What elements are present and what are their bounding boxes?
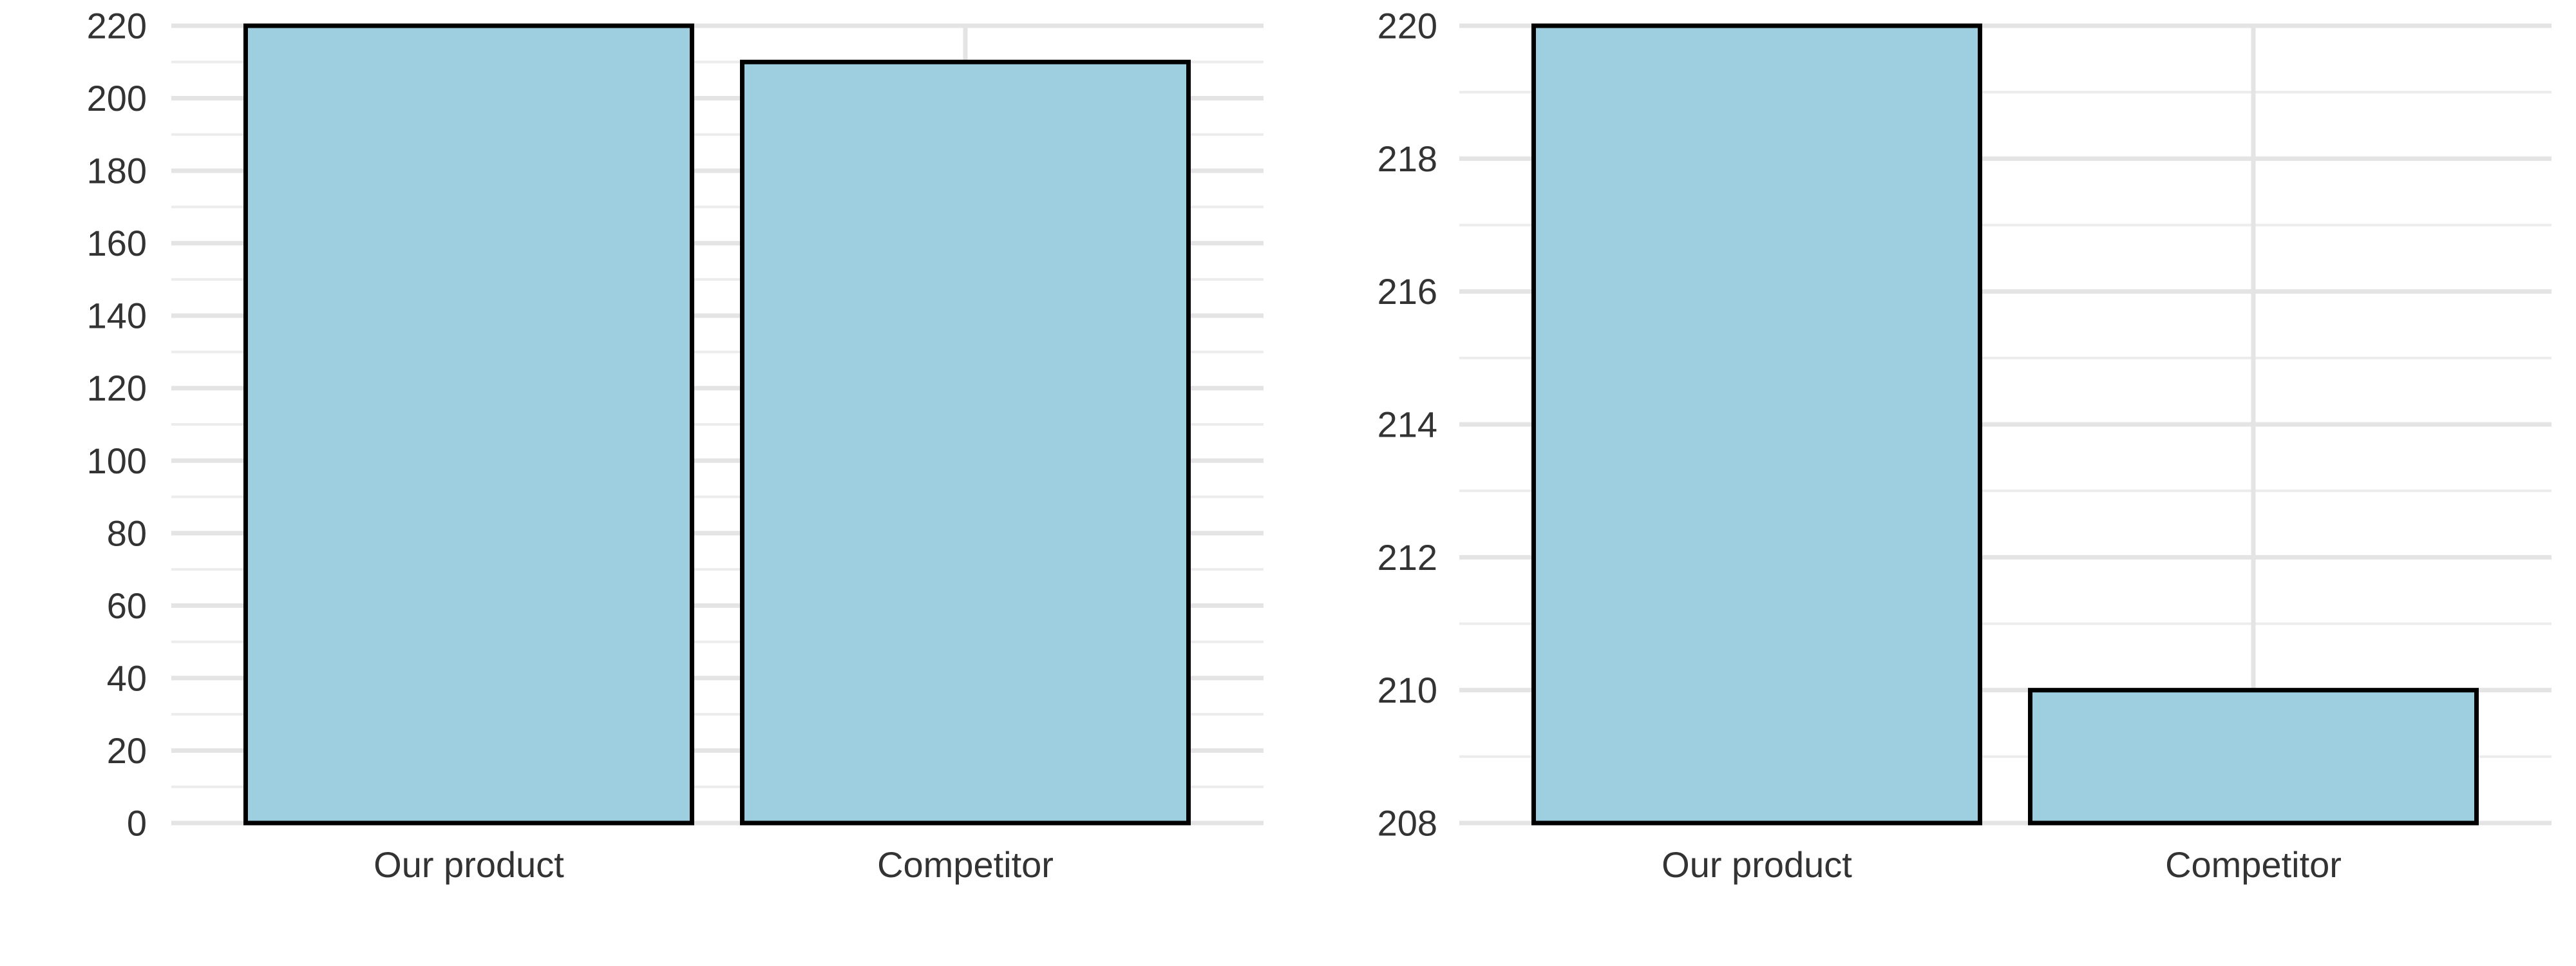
y-tick-label: 0	[127, 803, 147, 844]
y-tick-label: 216	[1378, 271, 1437, 312]
y-tick-label: 212	[1378, 537, 1437, 578]
x-tick-label: Competitor	[2165, 844, 2342, 885]
y-tick-label: 210	[1378, 670, 1437, 710]
chart-right: 208 210 212 214 216 218 220 Our product Competit…	[1378, 6, 2552, 885]
y-tick-label: 40	[107, 658, 147, 698]
y-tick-label: 80	[107, 513, 147, 553]
x-tick-label: Our product	[374, 844, 564, 885]
y-tick-label: 20	[107, 730, 147, 771]
y-tick-label: 214	[1378, 404, 1437, 445]
chart-left: 0 20 40 60 80 100 120 140 160 180 200 220 Our produc…	[87, 6, 1264, 885]
bar-our-product	[243, 23, 694, 826]
y-tick-label: 60	[107, 585, 147, 626]
y-tick-label: 160	[87, 223, 147, 263]
y-tick-label: 180	[87, 151, 147, 191]
y-tick-label: 220	[87, 6, 147, 46]
bar-our-product	[1531, 23, 1982, 826]
y-tick-label: 200	[87, 78, 147, 118]
x-tick-label: Competitor	[877, 844, 1054, 885]
y-tick-label: 120	[87, 368, 147, 408]
y-tick-label: 140	[87, 296, 147, 336]
x-tick-label: Our product	[1662, 844, 1852, 885]
y-tick-label: 220	[1378, 6, 1437, 46]
y-tick-label: 100	[87, 440, 147, 481]
y-tick-label: 208	[1378, 803, 1437, 844]
bar-competitor	[740, 59, 1191, 826]
bar-competitor	[2028, 688, 2479, 826]
y-tick-label: 218	[1378, 138, 1437, 179]
